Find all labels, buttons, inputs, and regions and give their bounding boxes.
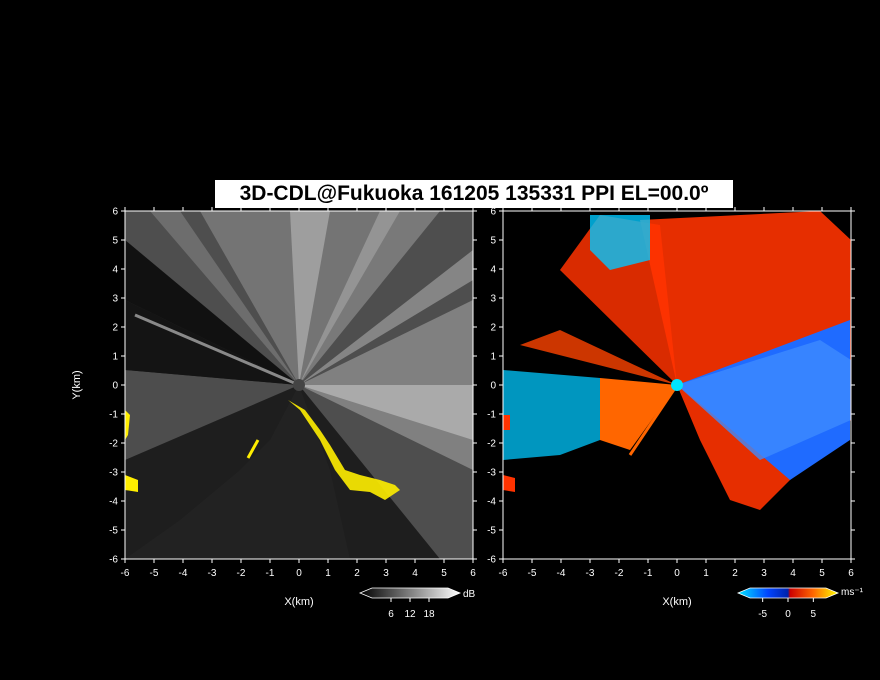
velocity-panel: -6 -5 -4 -3 -2 -1 0 1 2 3 4 5 6 -6 -5 -4 -3 -2 -1 0 1 2 3 4 5 6 X…	[487, 207, 855, 608]
colorbar-tick-label: 12	[404, 609, 416, 620]
y-tick-label: 4	[112, 265, 118, 276]
x-tick-label: 4	[412, 568, 418, 579]
x-tick-label: -3	[586, 568, 595, 579]
y-tick-label: 5	[112, 236, 118, 247]
x-tick-label: -2	[237, 568, 246, 579]
y-tick-label: -5	[109, 526, 118, 537]
y-tick-label: -2	[109, 439, 118, 450]
x-tick-label: -1	[644, 568, 653, 579]
backscatter-colorbar-unit: dB	[463, 589, 476, 600]
y-tick-label: -1	[109, 410, 118, 421]
x-tick-label: -5	[528, 568, 537, 579]
x-tick-label: -5	[150, 568, 159, 579]
colorbar-tick-label: 18	[423, 609, 435, 620]
y-tick-label: 6	[112, 207, 118, 218]
x-tick-label: 6	[848, 568, 854, 579]
x-tick-label: 5	[441, 568, 447, 579]
colorbar-tick-label: 6	[388, 609, 394, 620]
x-tick-label: 4	[790, 568, 796, 579]
x-tick-label: -4	[557, 568, 566, 579]
backscatter-field	[125, 211, 473, 559]
y-tick-label: -5	[487, 526, 496, 537]
x-tick-label: 0	[674, 568, 680, 579]
velocity-field	[503, 211, 851, 510]
chart-title: 3D-CDL@Fukuoka 161205 135331 PPI EL=00.0…	[215, 180, 733, 208]
y-tick-label: 3	[112, 294, 118, 305]
y-tick-label: 0	[112, 381, 118, 392]
colorbar-tick-label: 5	[811, 609, 817, 620]
y-tick-label: 1	[112, 352, 118, 363]
y-tick-label: -4	[109, 497, 118, 508]
colorbar-tick-label: -5	[758, 609, 767, 620]
y-tick-label: -3	[487, 468, 496, 479]
x-tick-label: -2	[615, 568, 624, 579]
backscatter-x-axis-title: X(km)	[284, 596, 313, 608]
velocity-x-axis-title: X(km)	[662, 596, 691, 608]
y-tick-label: -4	[487, 497, 496, 508]
backscatter-panel: -6 -5 -4 -3 -2 -1 0 1 2 3 4 5 6 -6 -5 -4 -3 -2 -1 0 1 2 3 4 5 6 X…	[71, 207, 477, 608]
x-tick-label: 6	[470, 568, 476, 579]
y-tick-label: 0	[490, 381, 496, 392]
x-tick-label: 2	[732, 568, 738, 579]
y-tick-label: -2	[487, 439, 496, 450]
velocity-colorbar-unit: ms⁻¹	[841, 587, 864, 598]
x-tick-label: 2	[354, 568, 360, 579]
x-tick-label: 3	[383, 568, 389, 579]
colorbar-tick-label: 0	[785, 609, 791, 620]
y-tick-label: 1	[490, 352, 496, 363]
x-tick-label: -6	[499, 568, 508, 579]
x-tick-label: -6	[121, 568, 130, 579]
y-tick-label: 3	[490, 294, 496, 305]
y-tick-label: 4	[490, 265, 496, 276]
y-tick-label: -6	[109, 555, 118, 566]
backscatter-axes: -6 -5 -4 -3 -2 -1 0 1 2 3 4 5 6 -6 -5 -4 -3 -2 -1 0 1 2 3 4 5 6	[109, 207, 477, 579]
velocity-axes: -6 -5 -4 -3 -2 -1 0 1 2 3 4 5 6 -6 -5 -4 -3 -2 -1 0 1 2 3 4 5 6	[487, 207, 855, 579]
y-tick-label: 2	[112, 323, 118, 334]
velocity-colorbar: ms⁻¹ -5 0 5	[736, 587, 864, 620]
x-tick-label: 5	[819, 568, 825, 579]
x-tick-label: 1	[325, 568, 331, 579]
y-tick-label: 2	[490, 323, 496, 334]
x-tick-label: -1	[266, 568, 275, 579]
backscatter-y-axis-title: Y(km)	[71, 370, 83, 399]
y-tick-label: 5	[490, 236, 496, 247]
x-tick-label: -3	[208, 568, 217, 579]
y-tick-label: -6	[487, 555, 496, 566]
y-tick-label: -1	[487, 410, 496, 421]
x-tick-label: 3	[761, 568, 767, 579]
y-tick-label: 6	[490, 207, 496, 218]
y-tick-label: -3	[109, 468, 118, 479]
backscatter-colorbar: dB 6 12 18	[358, 587, 476, 620]
x-tick-label: 0	[296, 568, 302, 579]
x-tick-label: 1	[703, 568, 709, 579]
x-tick-label: -4	[179, 568, 188, 579]
